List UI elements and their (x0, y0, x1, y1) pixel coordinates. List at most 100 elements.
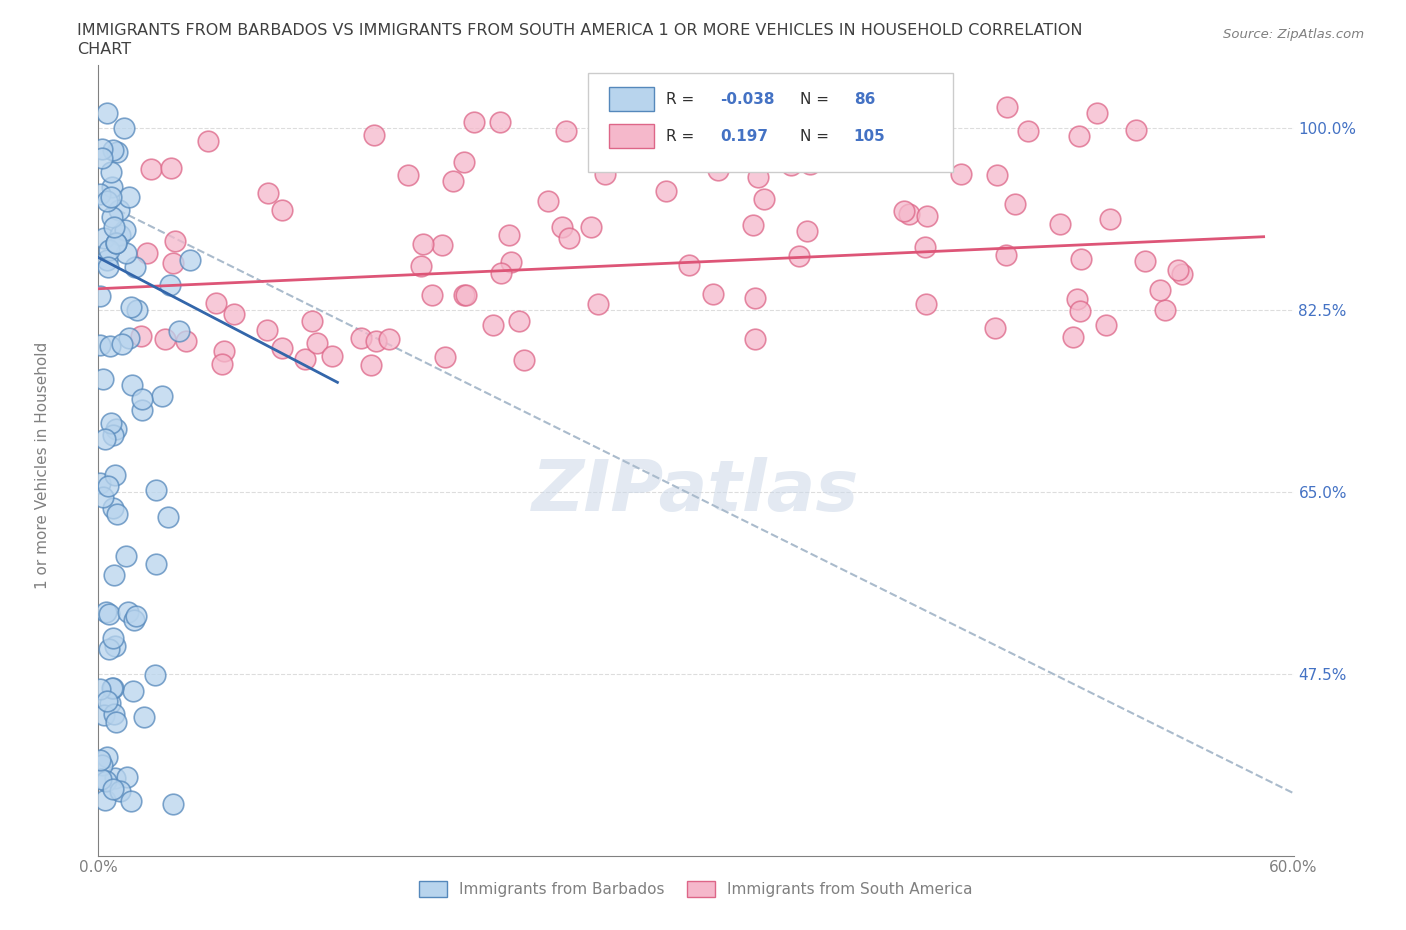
Point (307, 336, 329, 351)
Point (110, 227, 132, 242)
Point (100, 415, 122, 430)
Point (118, 190, 141, 205)
Point (897, 206, 920, 221)
Point (120, 300, 142, 315)
Point (1070, 251, 1092, 266)
Point (101, 681, 124, 696)
Legend: Immigrants from Barbados, Immigrants from South America: Immigrants from Barbados, Immigrants fro… (413, 875, 979, 903)
Point (131, 403, 153, 418)
Point (915, 209, 938, 224)
Point (105, 421, 128, 436)
Text: 0.197: 0.197 (720, 128, 768, 144)
Point (98, 606, 121, 621)
Point (744, 332, 766, 347)
Point (454, 287, 477, 302)
Point (915, 297, 938, 312)
Point (90, 758, 112, 773)
Point (593, 166, 616, 181)
Point (100, 209, 122, 224)
Point (752, 192, 775, 206)
Point (741, 218, 763, 232)
Point (257, 185, 280, 200)
Point (1125, 123, 1147, 138)
Point (122, 613, 145, 628)
Point (643, 114, 665, 129)
Point (105, 144, 128, 159)
Point (167, 324, 190, 339)
Point (197, 133, 219, 148)
Point (586, 297, 609, 312)
Point (214, 343, 236, 358)
Point (104, 770, 127, 785)
Point (364, 334, 387, 349)
Point (396, 168, 419, 183)
Point (145, 483, 167, 498)
Point (780, 136, 803, 151)
Point (112, 121, 135, 136)
Text: ZIPatlas: ZIPatlas (533, 458, 859, 526)
Point (686, 149, 709, 164)
FancyBboxPatch shape (589, 73, 953, 172)
Point (98, 696, 121, 711)
Text: 105: 105 (853, 128, 886, 144)
Point (97, 260, 120, 275)
Point (1062, 329, 1084, 344)
Point (995, 100, 1018, 114)
Point (1135, 253, 1157, 268)
Bar (609, 125, 654, 148)
Point (107, 202, 129, 217)
Point (271, 340, 294, 355)
Point (499, 255, 522, 270)
Point (1049, 217, 1071, 232)
Point (810, 124, 832, 139)
Point (1066, 292, 1088, 307)
Point (94, 432, 117, 446)
Point (654, 183, 676, 198)
Point (96, 694, 118, 709)
Point (453, 154, 475, 169)
Point (914, 240, 936, 255)
Point (101, 500, 124, 515)
Point (489, 266, 512, 281)
Point (89, 475, 111, 490)
Point (179, 253, 201, 268)
Point (662, 115, 685, 130)
Point (482, 318, 505, 333)
Point (100, 165, 122, 179)
Point (97, 243, 120, 258)
Text: IMMIGRANTS FROM BARBADOS VS IMMIGRANTS FROM SOUTH AMERICA 1 OR MORE VEHICLES IN : IMMIGRANTS FROM BARBADOS VS IMMIGRANTS F… (77, 23, 1083, 38)
Point (105, 236, 128, 251)
Point (135, 246, 157, 260)
Text: R =: R = (666, 91, 699, 107)
Point (122, 684, 145, 698)
Point (744, 291, 766, 306)
Point (995, 247, 1018, 262)
Point (107, 506, 129, 521)
Point (94, 604, 117, 619)
Point (90, 141, 112, 156)
Point (558, 231, 581, 246)
Point (162, 796, 184, 811)
Point (1094, 317, 1116, 332)
Point (96, 252, 118, 267)
Point (101, 427, 124, 442)
Point (120, 794, 142, 809)
Point (162, 256, 184, 271)
Point (378, 332, 401, 347)
Point (90, 772, 112, 787)
Point (105, 236, 128, 251)
Point (105, 715, 128, 730)
Point (512, 352, 534, 367)
Point (551, 219, 574, 234)
Point (489, 114, 512, 129)
Point (103, 706, 125, 721)
Text: CHART: CHART (77, 42, 131, 57)
Point (841, 142, 863, 157)
Text: R =: R = (666, 128, 699, 144)
Point (91, 489, 114, 504)
Point (115, 549, 138, 564)
Point (453, 287, 475, 302)
Point (93, 231, 115, 246)
Point (124, 259, 146, 274)
Point (780, 157, 803, 172)
